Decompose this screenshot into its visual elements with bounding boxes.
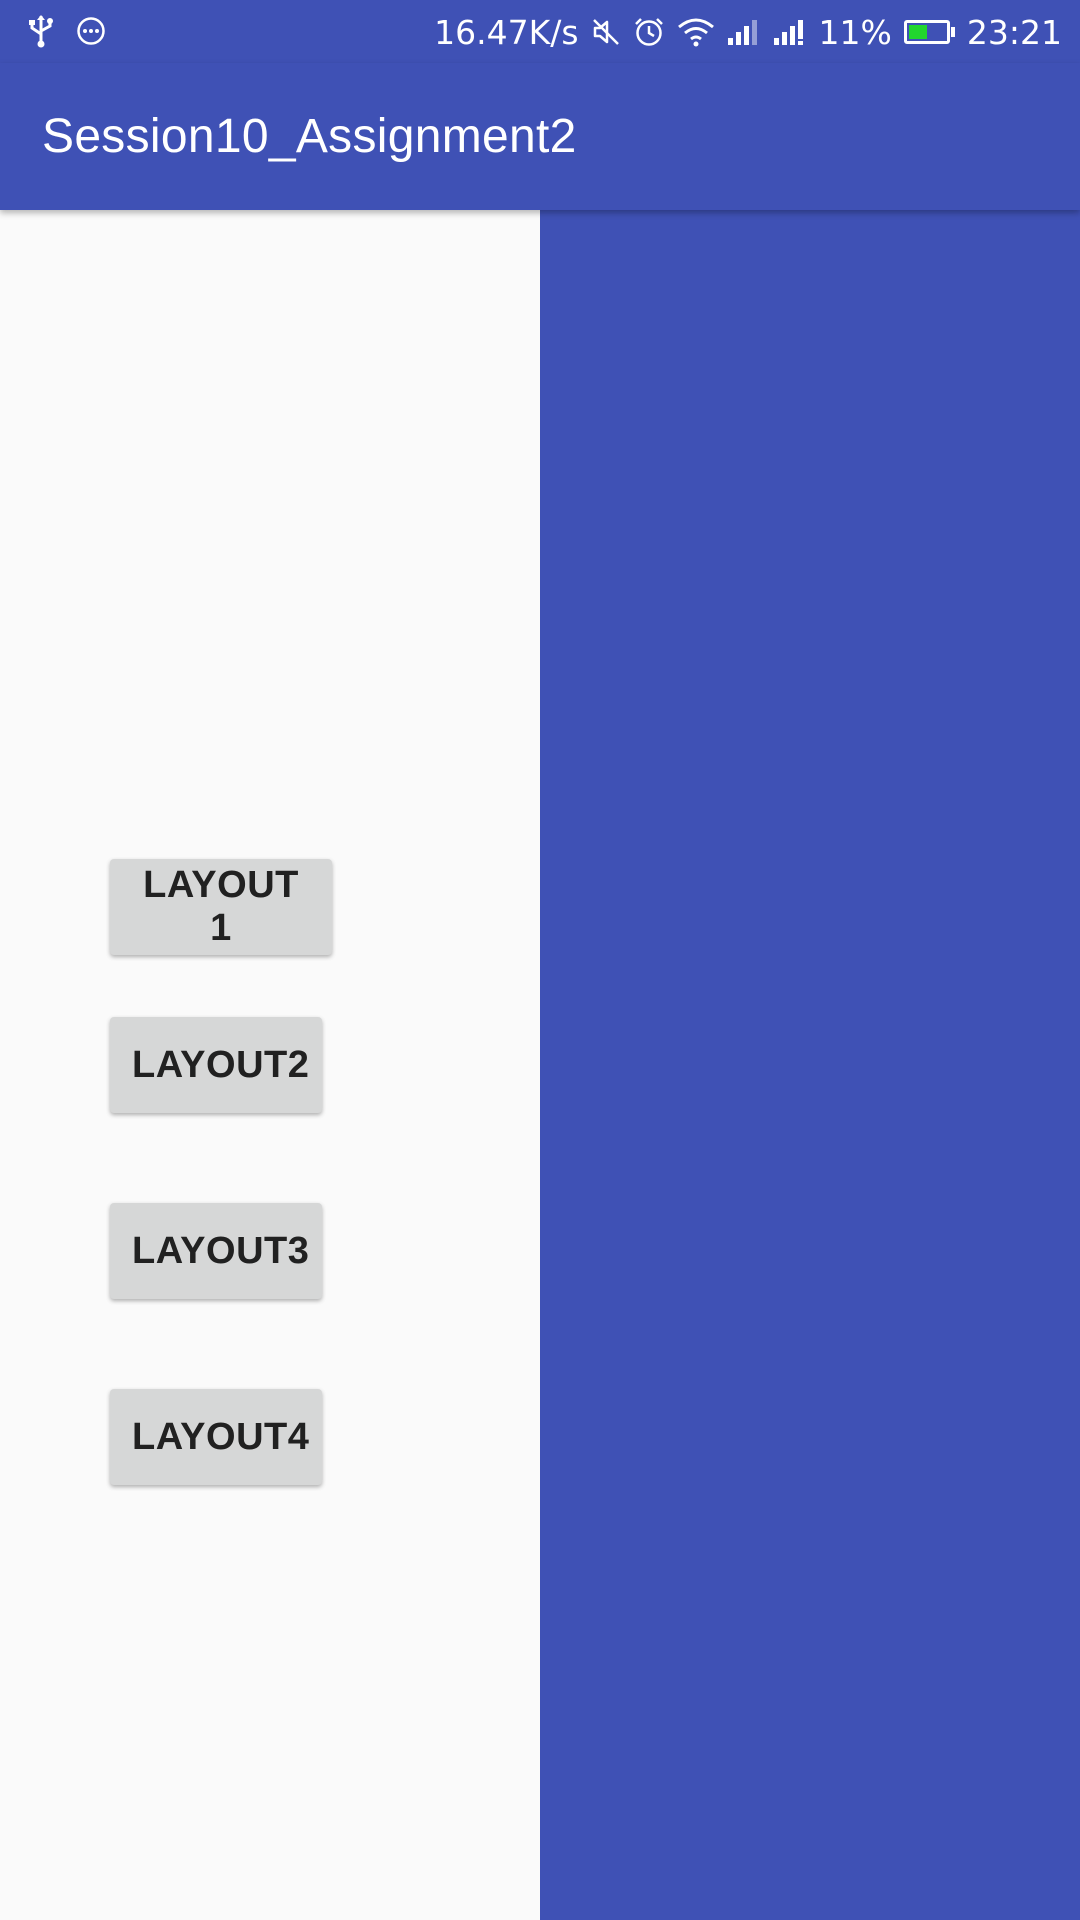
- page-title: Session10_Assignment2: [42, 109, 577, 164]
- battery-icon: [904, 20, 955, 44]
- more-icon: [76, 16, 106, 46]
- layout-1-button[interactable]: LAYOUT 1: [110, 859, 332, 955]
- layout-2-button[interactable]: LAYOUT2: [110, 1017, 322, 1113]
- wifi-icon: [677, 17, 715, 47]
- layout-4-button[interactable]: LAYOUT4: [110, 1389, 322, 1485]
- battery-percent: 11%: [819, 13, 892, 52]
- mute-icon: [591, 17, 621, 47]
- network-speed: 16.47K/s: [434, 13, 578, 52]
- alarm-icon: [633, 16, 665, 48]
- status-left-icons: [28, 14, 106, 48]
- layout-3-button[interactable]: LAYOUT3: [110, 1203, 322, 1299]
- status-bar: 16.47K/s: [0, 0, 1080, 63]
- signal-icon: [773, 18, 807, 46]
- blue-pane: [540, 210, 1080, 1920]
- clock: 23:21: [967, 13, 1062, 52]
- signal-icon: [727, 18, 761, 46]
- status-right-icons: 16.47K/s: [434, 8, 1062, 56]
- battery-body: [904, 20, 950, 44]
- usb-icon: [28, 14, 54, 48]
- app-bar: Session10_Assignment2: [0, 63, 1080, 210]
- battery-nub: [951, 27, 955, 37]
- battery-fill: [909, 25, 927, 39]
